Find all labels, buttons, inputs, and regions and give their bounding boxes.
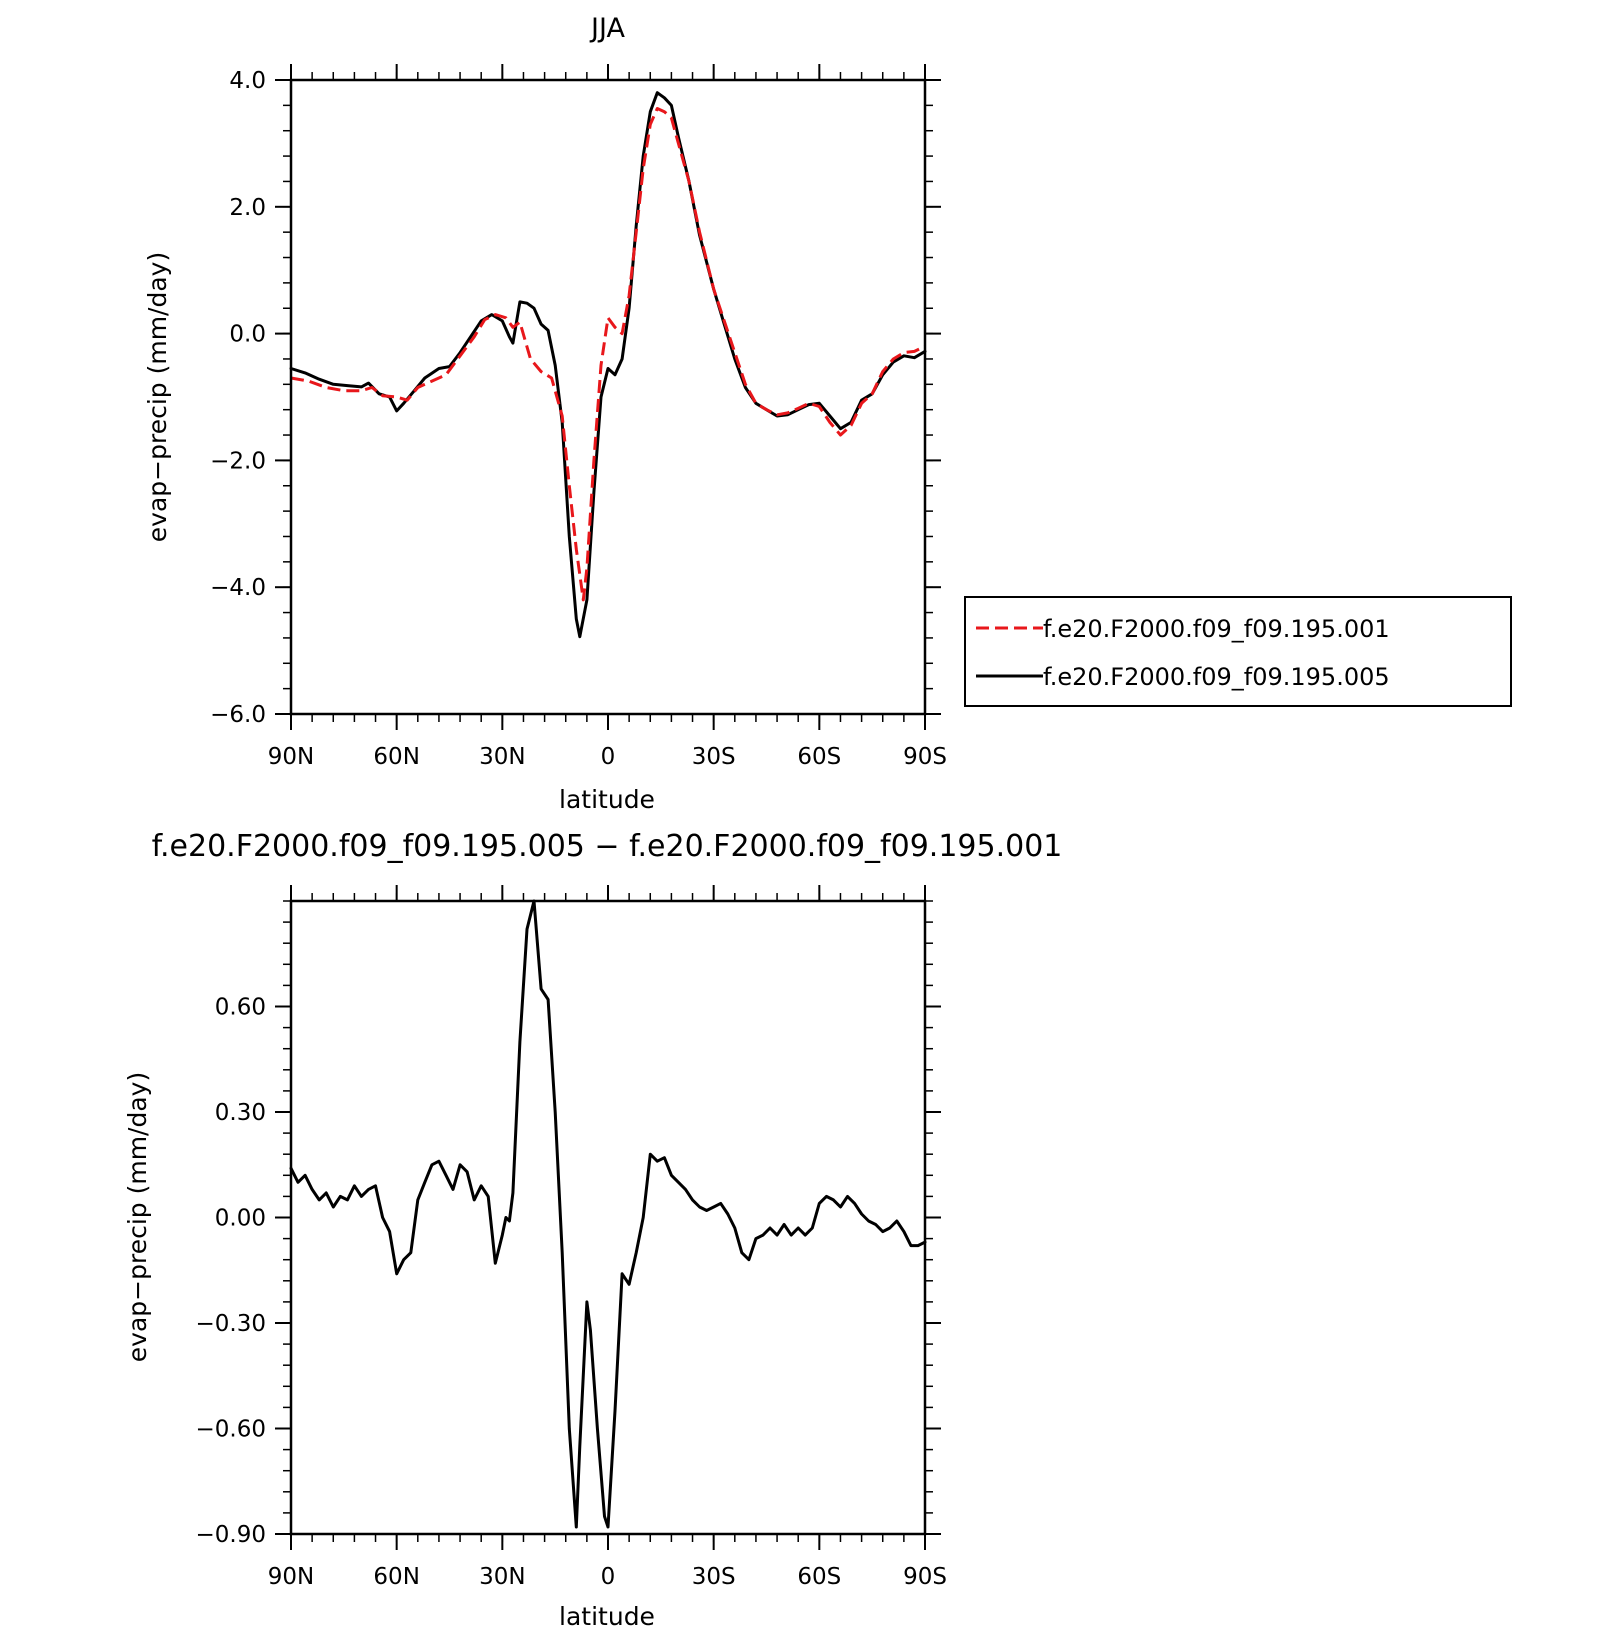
x-tick-label: 0 <box>601 1564 616 1590</box>
x-tick-label: 0 <box>601 744 616 770</box>
top-y-axis-label: evap−precip (mm/day) <box>143 252 172 542</box>
bot-series-line-solid <box>289 899 927 1529</box>
top-panel: JJA 4.0 2.0 0.0 −2.0 −4.0 −6.0 90N 60N 30N 0 30S 6… <box>143 13 1512 814</box>
bottom-series-group <box>289 899 927 1529</box>
x-tick-label: 60S <box>797 744 841 770</box>
x-tick-label: 90S <box>903 744 947 770</box>
bottom-x-tick-labels: 90N 60N 30N 0 30S 60S 90S <box>268 1564 947 1590</box>
x-tick-label: 60S <box>797 1564 841 1590</box>
top-x-tick-labels: 90N 60N 30N 0 30S 60S 90S <box>268 744 947 770</box>
top-panel-title: JJA <box>589 13 625 44</box>
bottom-panel-title: f.e20.F2000.f09_f09.195.005 − f.e20.F200… <box>152 829 1063 864</box>
y-tick-label: 2.0 <box>229 195 266 221</box>
y-tick-label: 0.60 <box>215 995 266 1021</box>
x-tick-label: 30N <box>479 744 525 770</box>
top-plot-frame <box>289 78 927 716</box>
top-x-axis-label: latitude <box>559 785 655 814</box>
bottom-y-axis-label: evap−precip (mm/day) <box>123 1072 152 1362</box>
y-tick-label: −2.0 <box>210 448 266 474</box>
y-tick-label: 0.0 <box>229 322 266 348</box>
x-tick-label: 30N <box>479 1564 525 1590</box>
y-tick-label: −4.0 <box>210 575 266 601</box>
x-tick-label: 60N <box>373 744 419 770</box>
y-tick-label: −6.0 <box>210 702 266 728</box>
bottom-axis-ticks <box>275 885 941 1550</box>
x-tick-label: 90N <box>268 1564 314 1590</box>
legend-label-001: f.e20.F2000.f09_f09.195.001 <box>1043 615 1390 643</box>
top-axis-ticks <box>275 64 941 730</box>
x-tick-label: 90S <box>903 1564 947 1590</box>
top-y-tick-labels: 4.0 2.0 0.0 −2.0 −4.0 −6.0 <box>210 68 266 728</box>
legend-label-005: f.e20.F2000.f09_f09.195.005 <box>1043 663 1390 691</box>
legend: f.e20.F2000.f09_f09.195.001 f.e20.F2000.… <box>964 596 1512 707</box>
bottom-panel: f.e20.F2000.f09_f09.195.005 − f.e20.F200… <box>123 829 1062 1631</box>
x-tick-label: 30S <box>692 1564 736 1590</box>
top-series-group <box>289 91 927 639</box>
x-tick-label: 30S <box>692 744 736 770</box>
x-tick-label: 90N <box>268 744 314 770</box>
x-tick-label: 60N <box>373 1564 419 1590</box>
y-tick-label: −0.90 <box>196 1522 266 1548</box>
legend-box <box>964 596 1512 707</box>
y-tick-label: −0.60 <box>196 1417 266 1443</box>
y-tick-label: 0.30 <box>215 1100 266 1126</box>
bottom-plot-frame <box>289 899 927 1536</box>
y-tick-label: −0.30 <box>196 1311 266 1337</box>
y-tick-label: 4.0 <box>229 68 266 94</box>
y-tick-label: 0.00 <box>215 1206 266 1232</box>
top-series-line-dashed <box>290 107 926 602</box>
bottom-x-axis-label: latitude <box>559 1602 655 1631</box>
bottom-y-tick-labels: 0.60 0.30 0.00 −0.30 −0.60 −0.90 <box>196 995 266 1549</box>
